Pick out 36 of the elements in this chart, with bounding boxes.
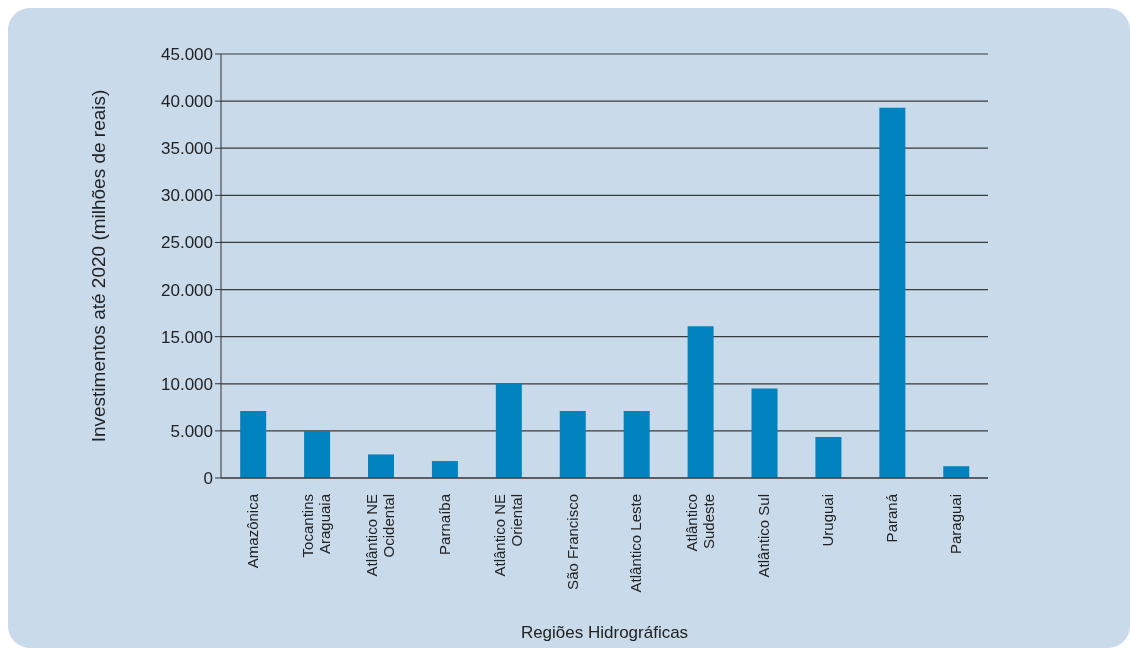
y-tick-label: 0 bbox=[203, 469, 213, 489]
x-tick-label: São Francisco bbox=[563, 494, 581, 590]
bar bbox=[304, 430, 331, 478]
bar bbox=[751, 388, 778, 478]
y-axis-title: Investimentos até 2020 (milhões de reais) bbox=[87, 89, 109, 443]
y-tick-label: 10.000 bbox=[161, 374, 213, 394]
x-axis-title: Regiões Hidrográficas bbox=[520, 623, 689, 642]
y-tick-label: 5.000 bbox=[170, 421, 213, 441]
x-tick-label: Paraná bbox=[883, 493, 901, 543]
x-tick-label: Atlântico Sudeste bbox=[682, 494, 717, 552]
x-tick-label: Tocantins Araguaia bbox=[299, 493, 334, 558]
y-tick-label: 40.000 bbox=[161, 92, 213, 112]
y-tick-label: 15.000 bbox=[161, 327, 213, 347]
bar bbox=[879, 107, 906, 478]
y-tick-label: 35.000 bbox=[161, 139, 213, 159]
x-tick-label: Atlântico Leste bbox=[627, 494, 645, 593]
bar bbox=[943, 466, 970, 478]
bar bbox=[687, 326, 714, 478]
x-tick-label: Amazônica bbox=[243, 493, 261, 569]
y-tick-label: 45.000 bbox=[161, 45, 213, 65]
y-tick-label: 25.000 bbox=[161, 233, 213, 253]
x-tick-label: Atlântico Sul bbox=[755, 494, 773, 578]
bar bbox=[368, 454, 395, 478]
bar bbox=[559, 411, 586, 478]
x-tick-label: Atlântico NE Oriental bbox=[491, 494, 526, 577]
y-tick-label: 30.000 bbox=[161, 186, 213, 206]
x-tick-label: Atlântico NE Ocidental bbox=[363, 494, 398, 577]
x-tick-label: Parnaíba bbox=[435, 493, 453, 555]
bar bbox=[623, 411, 650, 478]
y-tick-label: 20.000 bbox=[161, 280, 213, 300]
bar bbox=[495, 383, 522, 478]
bar bbox=[240, 411, 267, 478]
x-tick-label: Paraguai bbox=[947, 494, 965, 555]
bar bbox=[815, 437, 842, 478]
bar bbox=[431, 461, 458, 478]
x-tick-label: Uruguai bbox=[819, 494, 837, 547]
